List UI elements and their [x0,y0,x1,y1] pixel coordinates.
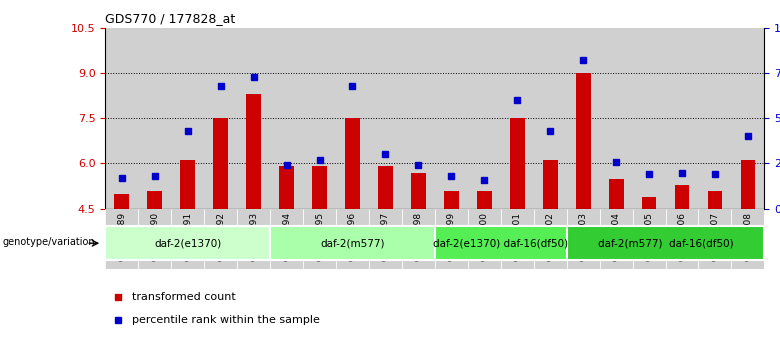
Bar [468,209,501,269]
Bar [172,28,204,209]
Bar [566,226,764,260]
Bar [566,28,600,209]
Bar [270,209,303,269]
Bar [543,160,558,209]
Bar [600,28,633,209]
Bar [534,209,567,269]
Bar [566,209,600,269]
Bar [105,28,138,209]
Text: GSM28398: GSM28398 [414,212,423,261]
Text: GSM28396: GSM28396 [348,212,357,261]
Bar [707,190,722,209]
Bar [115,194,129,209]
Bar [534,28,567,209]
Bar [732,209,764,269]
Text: GSM28392: GSM28392 [216,212,225,261]
Bar [303,209,336,269]
Bar [180,160,195,209]
Bar [411,172,426,209]
Bar [600,209,633,269]
Text: GSM28394: GSM28394 [282,212,291,261]
Bar [105,209,138,269]
Bar [369,209,402,269]
Bar [477,190,491,209]
Text: daf-2(m577)  daf-16(df50): daf-2(m577) daf-16(df50) [597,238,733,248]
Bar [501,28,534,209]
Bar [435,28,468,209]
Text: GSM28407: GSM28407 [711,212,719,261]
Text: GSM28393: GSM28393 [249,212,258,261]
Bar [675,185,690,209]
Bar [608,179,623,209]
Bar [270,28,303,209]
Bar [665,28,699,209]
Text: GSM28389: GSM28389 [117,212,126,261]
Bar [237,209,270,269]
Bar [740,160,755,209]
Bar [345,118,360,209]
Bar [732,28,764,209]
Bar [402,209,435,269]
Bar [444,190,459,209]
Bar [172,209,204,269]
Text: daf-2(e1370) daf-16(df50): daf-2(e1370) daf-16(df50) [433,238,569,248]
Text: GSM28400: GSM28400 [480,212,489,261]
Bar [147,190,162,209]
Text: transformed count: transformed count [132,293,236,302]
Bar [246,94,261,209]
Bar [369,28,402,209]
Bar [633,209,665,269]
Bar [435,209,468,269]
Bar [665,209,699,269]
Text: GDS770 / 177828_at: GDS770 / 177828_at [105,12,236,25]
Bar [576,73,590,209]
Bar [402,28,435,209]
Text: GSM28404: GSM28404 [612,212,621,260]
Bar [336,28,369,209]
Text: GSM28390: GSM28390 [151,212,159,261]
Bar [699,28,732,209]
Text: GSM28402: GSM28402 [546,212,555,260]
Text: GSM28401: GSM28401 [512,212,522,261]
Text: GSM28403: GSM28403 [579,212,587,261]
Bar [642,197,657,209]
Text: GSM28397: GSM28397 [381,212,390,261]
Bar [303,28,336,209]
Bar [501,209,534,269]
Text: GSM28406: GSM28406 [678,212,686,261]
Bar [105,226,270,260]
Text: daf-2(e1370): daf-2(e1370) [154,238,222,248]
Bar [435,226,567,260]
Text: percentile rank within the sample: percentile rank within the sample [132,315,320,325]
Bar [213,118,228,209]
Bar [468,28,501,209]
Bar [138,209,171,269]
Bar [510,118,525,209]
Bar [204,28,237,209]
Bar [138,28,171,209]
Bar [699,209,732,269]
Bar [237,28,270,209]
Text: GSM28405: GSM28405 [644,212,654,261]
Text: GSM28395: GSM28395 [315,212,324,261]
Bar [279,166,294,209]
Text: daf-2(m577): daf-2(m577) [321,238,385,248]
Text: GSM28391: GSM28391 [183,212,192,261]
Text: genotype/variation: genotype/variation [2,237,94,247]
Bar [312,166,327,209]
Bar [378,166,393,209]
Text: GSM28399: GSM28399 [447,212,456,261]
Bar [336,209,369,269]
Text: GSM28408: GSM28408 [743,212,753,261]
Bar [633,28,665,209]
Bar [204,209,237,269]
Bar [270,226,435,260]
